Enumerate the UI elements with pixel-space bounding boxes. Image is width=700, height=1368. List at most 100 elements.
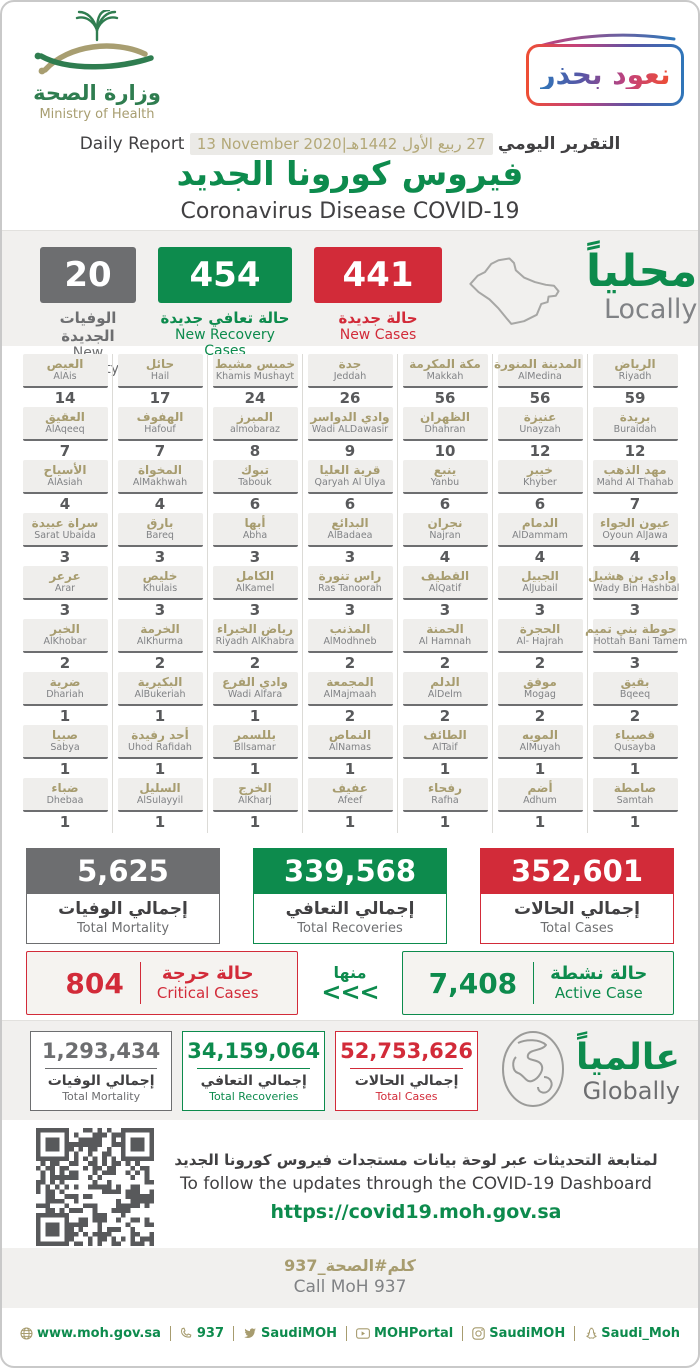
- footer-link-snapchat[interactable]: Saudi_Moh: [584, 1326, 680, 1341]
- total-mortality-label-ar: إجمالي الوفيات: [58, 899, 188, 919]
- city-case-count: 24: [244, 389, 266, 407]
- globe-icon: [20, 1326, 33, 1340]
- city-name-box: الخرمة AlKhurma: [117, 619, 203, 653]
- city-case-count: 4: [154, 495, 166, 513]
- city-name-box: الخرج AlKharj: [212, 778, 298, 812]
- city-cell: وادي بن هشبل Wady Bin Hashbal 3: [588, 566, 682, 619]
- city-name-box: راس تنورة Ras Tanoorah: [307, 566, 393, 600]
- city-case-count: 26: [339, 389, 361, 407]
- global-cases-label-en: Total Cases: [375, 1089, 438, 1103]
- city-name-english: Arar: [54, 583, 76, 594]
- city-cell: بقيق Bqeeq 2: [588, 672, 682, 725]
- city-name-box: نجران Najran: [402, 513, 488, 547]
- global-recoveries-label-ar: إجمالي التعافي: [200, 1072, 307, 1089]
- city-name-box: صبيا Sabya: [22, 725, 108, 759]
- footer-link-twitter[interactable]: SaudiMOH: [243, 1326, 337, 1341]
- city-name-arabic: الدمام: [521, 515, 559, 530]
- city-name-arabic: بللسمر: [233, 727, 277, 742]
- city-name-arabic: العيص: [46, 356, 84, 371]
- city-cell: أبها Abha 3: [208, 513, 302, 566]
- report-date-hijri: 27 ربيع الأول 1442هـ: [346, 135, 486, 153]
- city-name-box: المبرز almobaraz: [212, 407, 298, 441]
- city-name-arabic: ضرية: [49, 674, 81, 689]
- city-cell: خيبر Khyber 6: [493, 460, 587, 513]
- city-name-arabic: وادي الفرع: [222, 674, 288, 689]
- city-name-english: Qaryah Al Ulya: [314, 477, 386, 488]
- city-name-english: AlTaif: [432, 742, 458, 753]
- city-name-arabic: مهد الذهب: [603, 462, 667, 477]
- city-case-count: 1: [249, 760, 261, 778]
- city-name-arabic: الهفوف: [136, 409, 184, 424]
- city-name-box: ينبع Yanbu: [402, 460, 488, 494]
- city-name-box: عنيزة Unayzah: [497, 407, 583, 441]
- city-cell: عنيزة Unayzah 12: [493, 407, 587, 460]
- footer-link-globe[interactable]: www.moh.gov.sa: [20, 1326, 161, 1341]
- city-column: المدينة المنورة AlMedina 56 عنيزة Unayzah 12 خ…: [492, 354, 587, 833]
- city-case-count: 3: [344, 548, 356, 566]
- city-name-box: بقيق Bqeeq: [592, 672, 678, 706]
- city-name-arabic: الظهران: [419, 409, 471, 424]
- total-mortality-value: 5,625: [26, 848, 220, 894]
- city-case-count: 6: [344, 495, 356, 513]
- city-cell: الكامل AlKamel 3: [208, 566, 302, 619]
- city-case-count: 8: [249, 442, 261, 460]
- city-name-box: النماص AlNamas: [307, 725, 393, 759]
- city-name-box: مكة المكرمة Makkah: [402, 354, 488, 388]
- city-name-english: AlKamel: [235, 583, 275, 594]
- city-name-english: Afeef: [337, 795, 363, 806]
- city-name-box: وادي الفرع Wadi Alfara: [212, 672, 298, 706]
- report-date-line: Daily Report 13 November 2020|27 ربيع ال…: [2, 133, 698, 155]
- city-cell: ضباء Dhebaa 1: [18, 778, 112, 831]
- city-name-arabic: الخرمة: [140, 621, 180, 636]
- new-recovery-stat: 454 حالة تعافي جديدة New Recovery Cases: [158, 247, 292, 359]
- city-cell: الحجرة Al- Hajrah 2: [493, 619, 587, 672]
- city-name-box: سراة عبيدة Sarat Ubaida: [22, 513, 108, 547]
- city-name-english: Bqeeq: [619, 689, 651, 700]
- city-name-english: Tabouk: [238, 477, 272, 488]
- city-cell: راس تنورة Ras Tanoorah 3: [303, 566, 397, 619]
- call-moh-english: Call MoH 937: [293, 1277, 407, 1297]
- snapchat-icon: [584, 1327, 598, 1340]
- city-case-count: 9: [344, 442, 356, 460]
- city-cell: بريدة Buraidah 12: [588, 407, 682, 460]
- city-name-arabic: صبيا: [52, 727, 78, 742]
- city-name-box: المويه AlMuyah: [497, 725, 583, 759]
- city-cell: المخواة AlMakhwah 4: [113, 460, 207, 513]
- city-cell: ضرية Dhariah 1: [18, 672, 112, 725]
- city-cell: العقيق AlAqeeq 7: [18, 407, 112, 460]
- city-name-english: Unayzah: [519, 424, 561, 435]
- city-case-count: 12: [529, 442, 551, 460]
- city-name-english: Wadi ALDawasir: [311, 424, 389, 435]
- city-case-count: 3: [534, 601, 546, 619]
- city-cell: ينبع Yanbu 6: [398, 460, 492, 513]
- city-cell: عيون الجواء Oyoun AlJawa 4: [588, 513, 682, 566]
- city-case-count: 56: [434, 389, 456, 407]
- footer-link-phone[interactable]: 937: [180, 1326, 224, 1341]
- city-case-count: 1: [534, 813, 546, 831]
- city-name-arabic: راس تنورة: [318, 568, 382, 583]
- city-name-english: Wadi Alfara: [227, 689, 283, 700]
- city-name-box: جدة Jeddah: [307, 354, 393, 388]
- city-name-arabic: جدة: [338, 356, 362, 371]
- city-case-count: 2: [249, 654, 261, 672]
- city-name-arabic: عيون الجواء: [599, 515, 671, 530]
- critical-cases-label-en: Critical Cases: [156, 984, 259, 1003]
- dashboard-url-link[interactable]: https://covid19.moh.gov.sa: [270, 1201, 562, 1223]
- city-cell: المجمعة AlMajmaah 2: [303, 672, 397, 725]
- footer-link-instagram[interactable]: SaudiMOH: [472, 1326, 565, 1341]
- city-name-english: Yanbu: [430, 477, 460, 488]
- city-case-count: 3: [344, 601, 356, 619]
- city-cell: قصيباء Qusayba 1: [588, 725, 682, 778]
- city-case-count: 1: [59, 760, 71, 778]
- city-case-count: 1: [439, 760, 451, 778]
- city-name-arabic: العقيق: [45, 409, 85, 424]
- global-cases-value: 52,753,626: [340, 1038, 474, 1063]
- city-name-arabic: ينبع: [433, 462, 457, 477]
- city-name-box: المدينة المنورة AlMedina: [494, 354, 583, 388]
- city-column: جدة Jeddah 26 وادي الدواسر Wadi ALDawasir 9 قر…: [302, 354, 397, 833]
- globe-icon: [500, 1029, 566, 1113]
- city-case-count: 1: [344, 813, 356, 831]
- city-cell: نجران Najran 4: [398, 513, 492, 566]
- city-case-count: 1: [249, 707, 261, 725]
- footer-link-youtube[interactable]: MOHPortal: [356, 1326, 453, 1341]
